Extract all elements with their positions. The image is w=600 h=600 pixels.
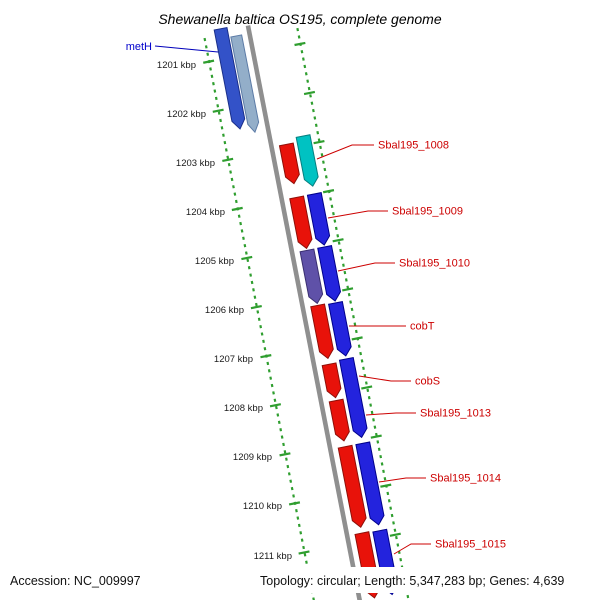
tick-mark-right-1203 — [313, 139, 325, 145]
tick-mark-right-1209 — [370, 434, 382, 439]
tick-mark-right-1211 — [389, 532, 401, 537]
feature-bar-blue-1[interactable] — [306, 192, 331, 247]
leader-line-sbal1010 — [337, 262, 395, 272]
tick-mark-right-1208 — [361, 385, 373, 390]
feature-bar-blue-2[interactable] — [317, 245, 342, 303]
ruler-ticks-right — [294, 41, 401, 537]
tick-mark-right-1207 — [351, 336, 363, 341]
gene-label-sbal1010[interactable]: Sbal195_1010 — [399, 258, 470, 270]
footer-topology: Topology: circular; Length: 5,347,283 bp… — [260, 574, 564, 588]
gene-label-cobt[interactable]: cobT — [410, 321, 435, 333]
gene-label-cobs[interactable]: cobS — [415, 376, 440, 388]
ruler-ticks-left — [203, 59, 310, 555]
gene-arrow-sbal1013[interactable] — [328, 398, 351, 442]
gene-label-sbal1008[interactable]: Sbal195_1008 — [378, 140, 449, 152]
tick-mark-right-1205 — [332, 238, 344, 243]
feature-bar-blue-3[interactable] — [328, 300, 353, 358]
ruler-label-1209: 1209 kbp — [233, 452, 272, 463]
leader-line-sbal1013 — [365, 412, 416, 416]
genome-track — [203, 25, 414, 600]
tick-mark-right-1210 — [380, 483, 392, 488]
tick-mark-1208 — [269, 403, 282, 408]
gene-arrow-unlabeled-steel[interactable] — [230, 34, 260, 134]
tick-mark-right-1206 — [342, 287, 354, 292]
page-title: Shewanella baltica OS195, complete genom… — [158, 11, 442, 27]
ruler-label-1210: 1210 kbp — [243, 501, 282, 512]
leader-line-sbal1015 — [393, 543, 431, 555]
gene-label-meth[interactable]: metH — [126, 41, 152, 53]
ruler-label-1202: 1202 kbp — [167, 109, 206, 120]
tick-mark-1207 — [260, 354, 272, 359]
tick-mark-1211 — [298, 550, 310, 555]
tick-mark-right-1202 — [303, 90, 316, 96]
gene-arrow-sbal1008-inner[interactable] — [278, 142, 300, 185]
gene-arrow-cobs[interactable] — [321, 362, 342, 399]
footer-band — [0, 567, 600, 593]
gene-label-sbal1015[interactable]: Sbal195_1015 — [435, 539, 506, 551]
gene-label-sbal1009[interactable]: Sbal195_1009 — [392, 206, 463, 218]
gene-arrow-sbal1010[interactable] — [299, 248, 324, 305]
tick-mark-right-1204 — [322, 189, 335, 194]
tick-mark-1201 — [203, 59, 215, 64]
genome-backbone — [245, 25, 368, 600]
footer-accession: Accession: NC_009997 — [10, 574, 141, 588]
gene-arrow-meth[interactable] — [213, 26, 246, 131]
ruler-label-1208: 1208 kbp — [224, 403, 263, 414]
tick-mark-right-1201 — [294, 41, 306, 47]
leader-line-meth — [154, 45, 219, 53]
tick-mark-1202 — [212, 108, 224, 113]
leader-line-sbal1014 — [378, 477, 426, 483]
tick-mark-1203 — [222, 157, 234, 162]
ruler-label-1204: 1204 kbp — [186, 207, 225, 218]
gene-label-sbal1013[interactable]: Sbal195_1013 — [420, 408, 491, 420]
ruler-label-1207: 1207 kbp — [214, 354, 253, 365]
tick-mark-1206 — [250, 304, 262, 310]
ruler-label-1211: 1211 kbp — [254, 551, 292, 562]
ruler-label-1201: 1201 kbp — [157, 60, 196, 71]
feature-bar-blue-5[interactable] — [355, 441, 386, 526]
tick-mark-1209 — [279, 452, 291, 457]
gene-arrow-sbal1008-outer[interactable] — [295, 134, 319, 188]
gene-label-sbal1014[interactable]: Sbal195_1014 — [430, 473, 501, 485]
leader-line-cobs — [358, 375, 411, 382]
tick-mark-1204 — [231, 206, 243, 212]
ruler-dotted-line-right — [296, 27, 414, 600]
leader-line-sbal1008 — [316, 144, 374, 160]
feature-bar-blue-4[interactable] — [338, 356, 369, 439]
gene-arrow-sbal1014[interactable] — [337, 444, 367, 528]
ruler-label-1206: 1206 kbp — [205, 305, 244, 316]
ruler-label-1205: 1205 kbp — [195, 256, 234, 267]
leader-line-sbal1009 — [327, 210, 388, 219]
tick-mark-1210 — [288, 501, 301, 506]
tick-mark-1205 — [241, 255, 253, 261]
gene-arrow-sbal1009[interactable] — [289, 195, 314, 250]
ruler-label-1203: 1203 kbp — [176, 158, 215, 169]
gene-arrow-cobt[interactable] — [310, 303, 335, 360]
